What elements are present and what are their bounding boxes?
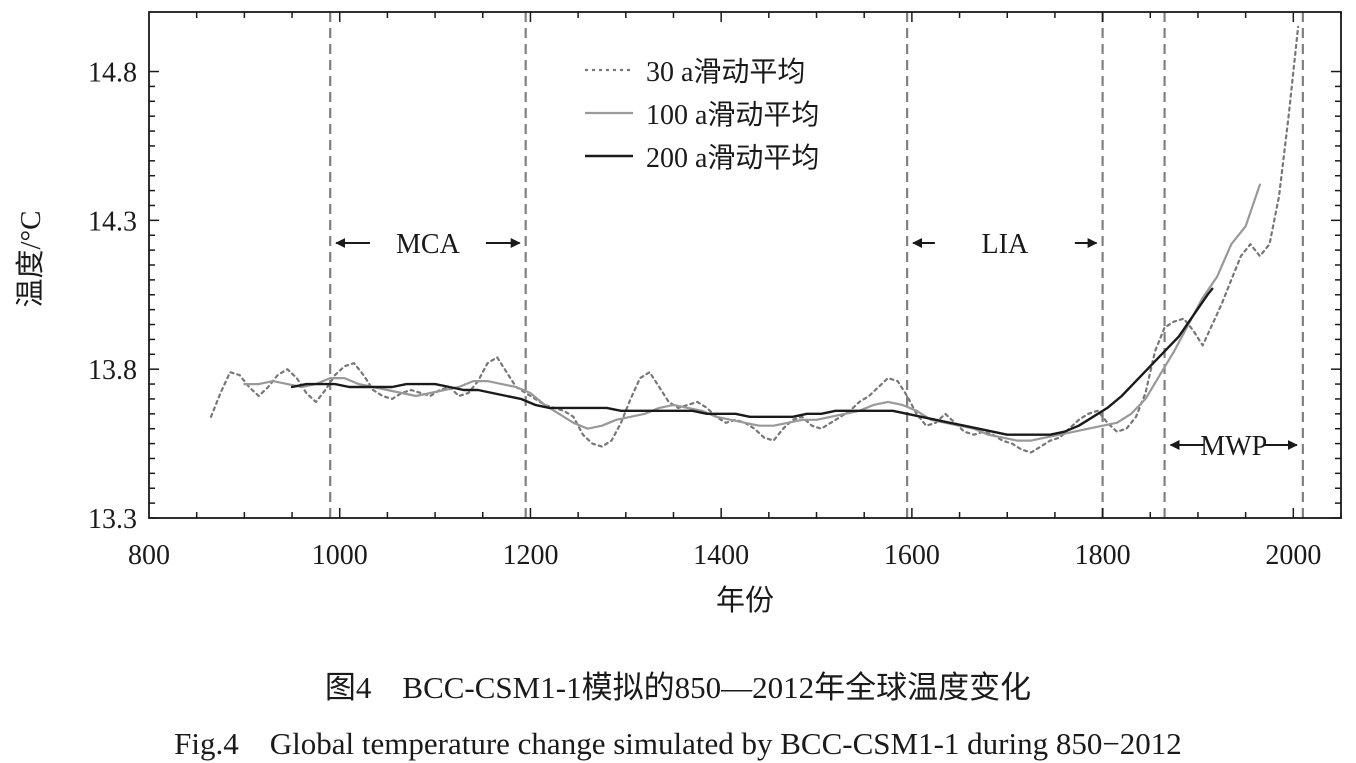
y-tick-label: 14.8: [88, 58, 137, 89]
series-line-0: [209, 25, 1300, 454]
period-boundary-lines: [329, 12, 1304, 518]
period-label-mwp: MWP: [1200, 431, 1267, 462]
x-tick-label: 1800: [1075, 540, 1131, 571]
legend: 30 a滑动平均 100 a滑动平均 200 a滑动平均: [585, 56, 819, 174]
legend-label-0: 30 a滑动平均: [646, 56, 805, 88]
x-tick-label: 1000: [312, 540, 368, 571]
x-tick-label: 1200: [502, 540, 558, 571]
period-label-lia: LIA: [982, 229, 1029, 260]
x-tick-label: 1600: [884, 540, 940, 571]
temperature-chart: 800 1000 1200 1400 1600 1800 2000 13.3 13.8 14.3 1…: [14, 11, 1342, 617]
legend-label-1: 100 a滑动平均: [646, 99, 819, 131]
x-tick-label: 2000: [1265, 540, 1321, 571]
figure-caption-english: Fig.4 Global temperature change simulate…: [174, 726, 1182, 761]
y-axis-label: 温度/°C: [14, 211, 47, 308]
series-lines: [209, 25, 1300, 454]
series-line-1: [243, 183, 1261, 442]
legend-label-2: 200 a滑动平均: [646, 142, 819, 174]
x-tick-label: 800: [128, 540, 170, 571]
period-label-mca: MCA: [396, 229, 461, 260]
x-tick-label: 1400: [693, 540, 749, 571]
y-tick-label: 14.3: [88, 206, 137, 237]
y-tick-label: 13.8: [88, 355, 137, 386]
axes: 800 1000 1200 1400 1600 1800 2000 13.3 13.8 14.3 1…: [14, 11, 1342, 617]
figure-caption-chinese: 图4 BCC-CSM1-1模拟的850—2012年全球温度变化: [324, 670, 1032, 705]
period-annotations: MCA LIA MWP: [335, 229, 1298, 462]
y-tick-label: 13.3: [88, 504, 137, 535]
series-line-2: [290, 287, 1214, 436]
x-axis-label: 年份: [716, 584, 774, 617]
